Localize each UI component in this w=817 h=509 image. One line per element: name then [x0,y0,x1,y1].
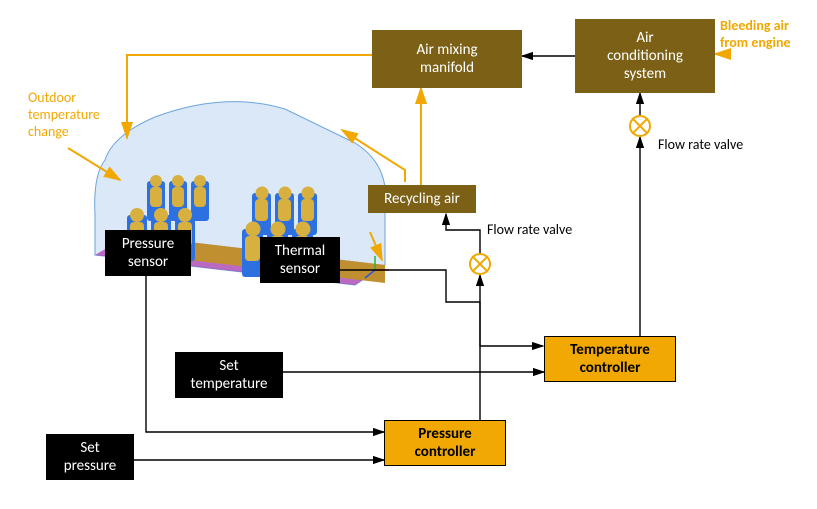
pressure-controller-box: Pressurecontroller [384,420,506,466]
press-ctrl-label: Pressurecontroller [415,425,476,461]
recycling-air-box: Recycling air [368,185,476,213]
flow-rate-valve-label-1: Flow rate valve [658,137,743,154]
temp-ctrl-label: Temperaturecontroller [570,341,650,377]
air-cond-label: Airconditioningsystem [607,29,683,83]
air-conditioning-system-box: Airconditioningsystem [575,19,715,93]
air-mixing-label: Air mixingmanifold [416,41,477,77]
set-press-label: Setpressure [64,439,117,475]
set-temperature-box: Settemperature [175,352,283,398]
bleeding-air-label: Bleeding airfrom engine [720,18,791,52]
thermal-sensor-label: Thermalsensor [275,242,326,278]
thermal-sensor-box: Thermalsensor [260,237,340,283]
flow-rate-valve-label-2: Flow rate valve [487,222,572,239]
air-mixing-manifold-box: Air mixingmanifold [372,30,522,88]
set-temp-label: Settemperature [190,357,267,393]
flow-rate-valve-icon-1 [629,115,651,137]
pressure-sensor-label: Pressuresensor [122,235,174,271]
temperature-controller-box: Temperaturecontroller [544,336,676,382]
outdoor-temp-label: Outdoortemperaturechange [28,90,100,140]
set-pressure-box: Setpressure [46,434,134,480]
recycling-label: Recycling air [384,190,460,208]
flow-rate-valve-icon-2 [469,253,491,275]
pressure-sensor-box: Pressuresensor [105,230,191,276]
